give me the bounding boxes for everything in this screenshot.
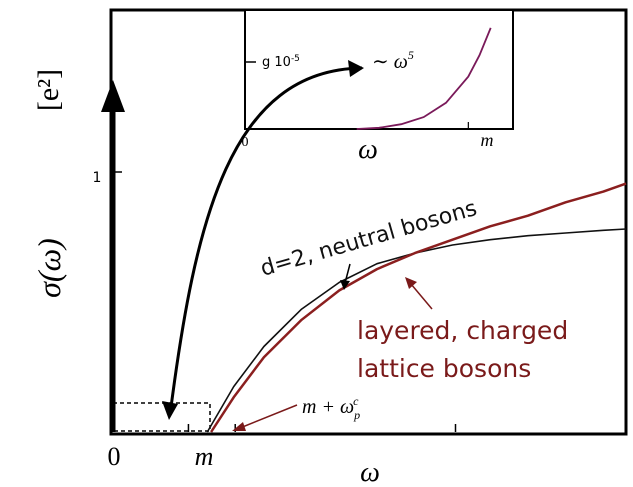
inset-x-tick-label-0: 0 <box>242 135 249 150</box>
y-axis-label: σ(ω) <box>31 238 67 298</box>
zoom-pointer-arrow <box>168 66 363 416</box>
y-axis-arrowhead <box>101 80 125 112</box>
plasma-threshold-label: m + ωpc <box>302 394 360 422</box>
neutral-bosons-label: d=2, neutral bosons <box>258 196 480 282</box>
charged-bosons-pointer-head <box>405 277 417 289</box>
plasma-threshold-pointer <box>239 404 298 429</box>
plasma-threshold-pointer-head <box>232 422 246 431</box>
inset-frame <box>244 9 514 130</box>
inset-x-ticks <box>244 122 469 129</box>
neutral-bosons-pointer-head <box>340 280 350 290</box>
inset-y-tick-label: g 10-5 <box>262 54 300 70</box>
inset-curve-label: ∼ ω5 <box>372 48 414 73</box>
charged-bosons-label-line2: lattice bosons <box>357 354 531 383</box>
charged-bosons-pointer <box>410 283 433 310</box>
y-tick-label-1: 1 <box>93 170 102 186</box>
main-x-ticks <box>187 424 457 432</box>
zoom-pointer-arrowhead-bottom <box>162 401 178 420</box>
x-tick-label-0: 0 <box>108 442 121 471</box>
charged-bosons-label-line1: layered, charged <box>357 316 568 345</box>
x-tick-label-m: m <box>195 442 214 471</box>
main-curves <box>206 182 627 433</box>
inset-omega5-curve <box>356 27 492 130</box>
x-axis-label: ω <box>360 457 380 487</box>
inset-x-axis-label: ω <box>358 134 378 165</box>
inset-curve-group <box>356 27 492 130</box>
neutral-bosons-pointer <box>344 263 351 284</box>
y-axis-units: [e²] <box>32 69 65 111</box>
charged-bosons-curve <box>210 182 627 433</box>
inset-x-tick-label-m: m <box>481 130 494 150</box>
zoom-pointer-arrowhead-top <box>348 60 364 77</box>
zoom-region-box <box>112 402 211 432</box>
